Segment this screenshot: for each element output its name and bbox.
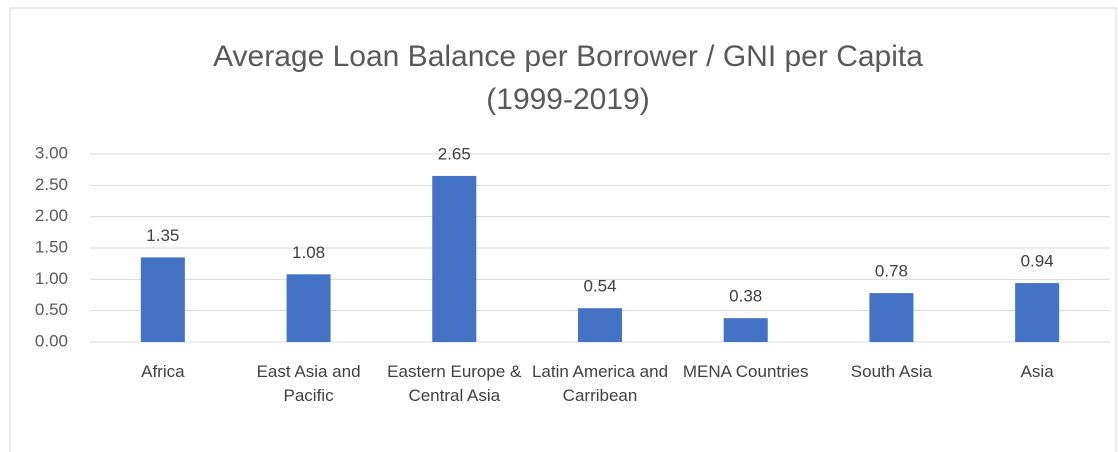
x-tick-label: Eastern Europe & Central Asia — [387, 362, 522, 405]
x-tick-label-box: Africa — [141, 362, 185, 381]
bar — [140, 257, 185, 342]
bar — [578, 308, 622, 342]
x-tick-label-box: Latin America and Carribean — [531, 362, 669, 405]
bar — [723, 318, 768, 342]
x-tick-label: Asia — [1020, 362, 1054, 381]
data-label: 0.54 — [583, 277, 616, 296]
x-tick-label-box: Asia — [1020, 362, 1054, 381]
data-label: 1.08 — [292, 243, 325, 262]
x-tick-label-box: East Asia and Pacific — [256, 362, 361, 405]
x-tick-label: Latin America and Carribean — [531, 362, 669, 405]
data-label: 2.65 — [438, 144, 471, 163]
data-label: 0.94 — [1021, 252, 1054, 271]
y-tick-label: 1.00 — [35, 269, 68, 288]
x-tick-label: MENA Countries — [682, 362, 809, 381]
y-tick-label: 0.00 — [35, 331, 68, 350]
y-tick-label: 0.50 — [35, 300, 68, 319]
y-tick-label: 2.50 — [35, 175, 68, 194]
chart-border — [9, 7, 1117, 452]
chart-title: (1999-2019) — [486, 83, 649, 116]
x-tick-label-box: South Asia — [850, 362, 933, 381]
data-label: 0.38 — [729, 287, 762, 306]
data-label: 0.78 — [875, 262, 908, 281]
bar — [286, 274, 331, 342]
bar — [869, 293, 914, 342]
y-tick-label: 1.50 — [35, 237, 68, 256]
y-tick-label: 3.00 — [35, 143, 68, 162]
x-tick-label: East Asia and Pacific — [256, 362, 361, 405]
y-tick-label: 2.00 — [35, 206, 68, 225]
bar — [1015, 283, 1060, 342]
data-label: 1.35 — [146, 226, 179, 245]
chart-title: Average Loan Balance per Borrower / GNI … — [213, 40, 923, 73]
bar — [432, 175, 477, 342]
x-tick-label: South Asia — [850, 362, 933, 381]
x-tick-label-box: Eastern Europe & Central Asia — [387, 362, 522, 405]
x-tick-label: Africa — [141, 362, 185, 381]
x-tick-label-box: MENA Countries — [682, 362, 809, 381]
